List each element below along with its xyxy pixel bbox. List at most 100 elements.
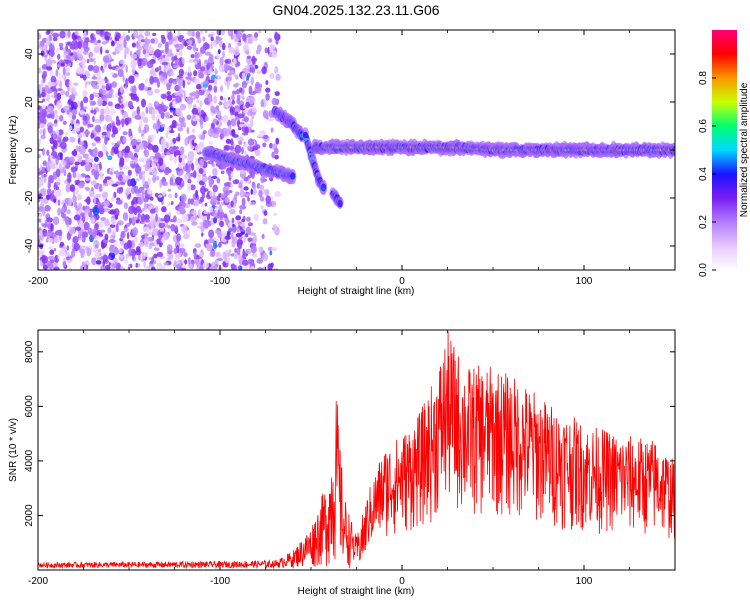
noise-blob [85,119,88,124]
noise-blob [224,235,231,240]
noise-blob [154,152,161,160]
noise-blob [85,156,90,165]
noise-blob [49,155,54,162]
noise-blob [176,218,183,224]
noise-blob [164,47,169,55]
noise-blob [247,62,250,71]
noise-blob [110,171,113,175]
noise-blob [160,138,167,147]
noise-blob [242,143,249,148]
noise-blob [161,152,165,159]
noise-blob [150,156,154,161]
noise-blob [213,240,217,250]
noise-blob [186,45,193,50]
noise-blob [159,179,162,189]
noise-blob [241,197,246,207]
noise-blob [251,57,258,63]
noise-blob [256,258,264,264]
noise-blob [121,174,127,180]
noise-blob [208,206,214,213]
noise-blob [172,100,176,108]
noise-blob [122,136,127,143]
noise-blob [45,221,48,226]
noise-blob [264,189,270,197]
colorbar-tick-label: 0.8 [698,71,709,85]
noise-blob [204,116,209,122]
noise-blob [187,135,194,140]
noise-blob [141,170,146,175]
noise-blob [261,233,265,240]
noise-blob [218,204,222,212]
noise-blob [123,202,129,210]
noise-blob [158,222,165,229]
noise-blob [105,49,109,54]
noise-blob [72,128,76,134]
noise-blob [228,174,232,182]
noise-blob [120,230,126,239]
noise-blob [165,65,172,71]
snr-frame [37,329,676,571]
noise-blob [151,114,156,121]
noise-blob [200,109,204,115]
noise-blob [199,66,206,72]
noise-blob [252,105,255,113]
noise-blob [242,96,245,100]
noise-blob [179,243,185,248]
noise-blob [265,87,271,93]
noise-blob [174,252,181,259]
noise-blob [115,115,119,121]
noise-blob [243,116,249,123]
noise-blob [92,115,95,123]
noise-blob [187,65,191,74]
noise-blob [258,30,262,34]
noise-blob [247,33,253,37]
noise-blob [50,223,54,232]
noise-blob [210,36,214,42]
noise-blob [193,258,200,265]
noise-blob [184,137,189,147]
noise-blob [160,146,164,153]
noise-blob [190,54,195,59]
noise-blob [146,265,152,270]
noise-blob [130,138,138,146]
noise-blob [109,88,114,95]
noise-blob [50,192,54,198]
noise-blob [78,202,82,210]
noise-blob [52,139,58,148]
noise-blob [125,119,129,126]
noise-blob [160,34,165,39]
colorbar-gradient [712,30,737,270]
noise-blob [243,45,250,52]
noise-blob [131,186,135,195]
noise-blob [72,236,79,244]
noise-blob [247,196,250,202]
noise-blob [136,189,142,194]
noise-blob [166,94,173,102]
noise-blob [98,248,102,253]
noise-blob [91,187,94,192]
noise-blob [158,157,164,166]
noise-blob [46,194,51,201]
noise-blob [274,66,279,74]
noise-blob [68,111,73,119]
noise-blob [68,197,73,207]
noise-blob [239,209,243,215]
noise-blob [111,183,118,187]
noise-blob [230,118,237,127]
noise-blob [188,59,195,63]
noise-blob [166,84,171,91]
noise-blob [122,112,129,119]
noise-blob [267,117,275,122]
noise-blob [56,79,60,86]
noise-blob [55,168,61,178]
noise-blob [250,266,255,270]
noise-blob [64,132,68,136]
noise-blob [72,195,77,203]
noise-blob [94,124,102,133]
noise-blob [118,174,123,182]
noise-blob [41,174,44,179]
noise-blob [65,183,71,193]
noise-blob [68,156,75,164]
noise-blob [219,220,225,228]
